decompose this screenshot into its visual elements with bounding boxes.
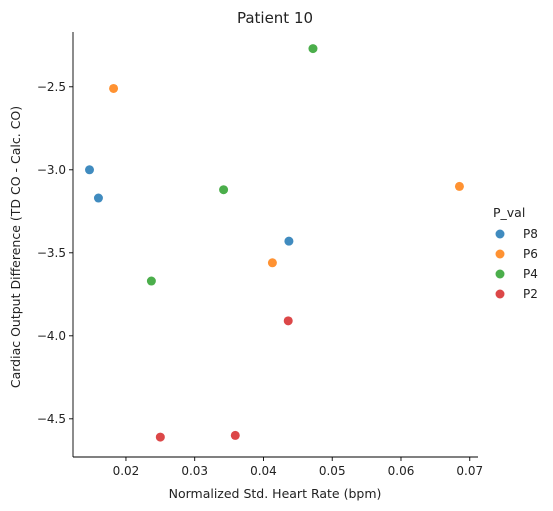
legend-marker-p2 [495,289,505,299]
legend-marker-p4 [495,269,505,279]
x-tick-label: 0.05 [319,464,346,478]
chart-title: Patient 10 [237,9,313,27]
point-p4 [308,44,318,54]
x-tick-label: 0.06 [388,464,415,478]
y-tick-label: −2.5 [37,80,66,94]
x-tick-label: 0.02 [113,464,140,478]
y-tick-label: −4.0 [37,329,66,343]
legend-label-p8: P8 [523,227,538,241]
point-p2 [230,430,240,440]
legend-label-p4: P4 [523,267,538,281]
x-axis-ticks: 0.02 0.03 0.04 0.05 0.06 0.07 [113,457,483,478]
x-axis-label: Normalized Std. Heart Rate (bpm) [169,486,382,501]
legend-title: P_val [493,205,525,220]
x-tick-label: 0.04 [250,464,277,478]
y-axis-ticks: −4.5 −4.0 −3.5 −3.0 −2.5 [37,80,73,426]
y-tick-label: −3.0 [37,163,66,177]
legend-entries: P8 P6 P4 P2 [495,227,538,301]
point-p6 [109,83,119,93]
data-points [85,44,464,442]
point-p2 [155,432,165,442]
y-axis-label: Cardiac Output Difference (TD CO - Calc.… [8,106,23,388]
point-p2 [283,316,293,326]
point-p8 [93,193,103,203]
point-p4 [219,185,229,195]
x-tick-label: 0.07 [456,464,483,478]
plot-area: 0.02 0.03 0.04 0.05 0.06 0.07 −4.5 −4.0 −3.5 −3.… [37,32,483,478]
legend-label-p6: P6 [523,247,538,261]
point-p4 [146,276,156,286]
point-p6 [454,181,464,191]
legend-marker-p6 [495,249,505,259]
y-tick-label: −3.5 [37,246,66,260]
point-p8 [284,236,294,246]
y-tick-label: −4.5 [37,412,66,426]
legend-marker-p8 [495,229,505,239]
point-p8 [85,165,95,175]
legend-label-p2: P2 [523,287,538,301]
point-p6 [267,258,277,268]
x-tick-label: 0.03 [181,464,208,478]
legend: P_val P8 P6 P4 P2 [493,205,538,301]
